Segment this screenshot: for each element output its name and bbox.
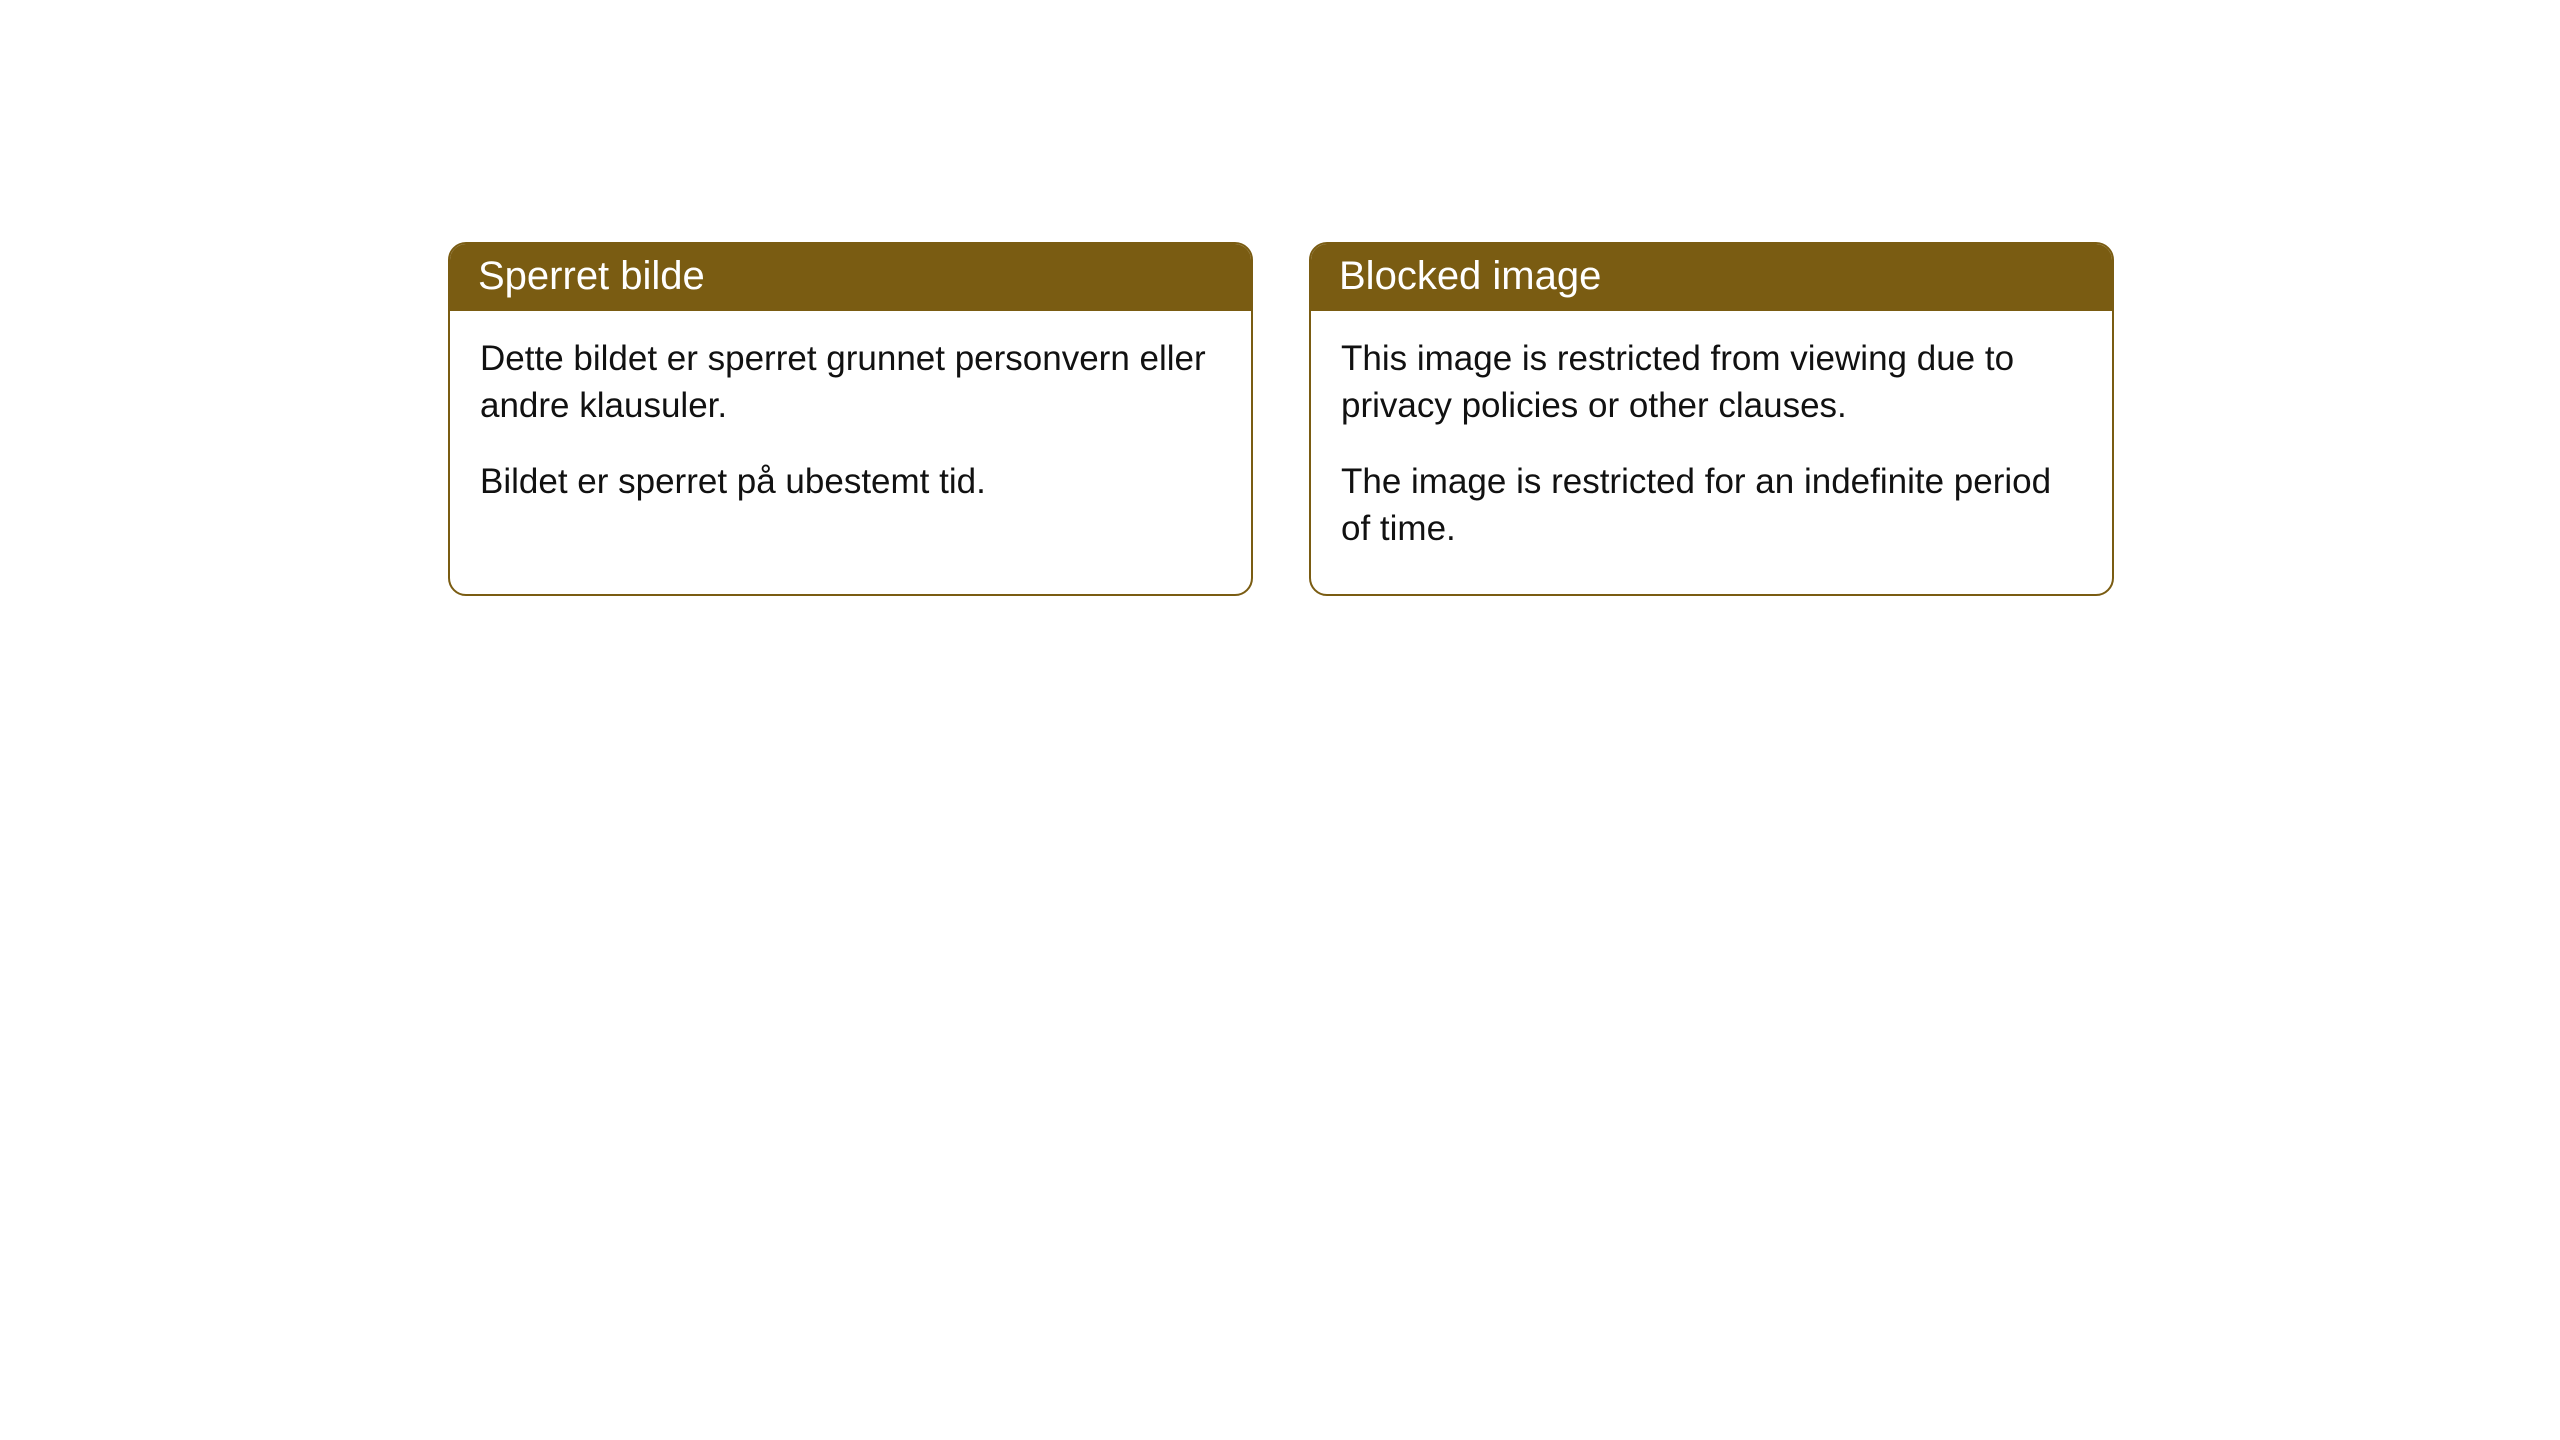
notice-container: Sperret bilde Dette bildet er sperret gr… <box>0 0 2560 596</box>
card-paragraph-2-english: The image is restricted for an indefinit… <box>1341 458 2082 553</box>
card-header-norwegian: Sperret bilde <box>450 244 1251 311</box>
card-body-english: This image is restricted from viewing du… <box>1311 311 2112 594</box>
card-header-english: Blocked image <box>1311 244 2112 311</box>
card-paragraph-1-english: This image is restricted from viewing du… <box>1341 335 2082 430</box>
card-paragraph-1-norwegian: Dette bildet er sperret grunnet personve… <box>480 335 1221 430</box>
blocked-image-card-english: Blocked image This image is restricted f… <box>1309 242 2114 596</box>
card-body-norwegian: Dette bildet er sperret grunnet personve… <box>450 311 1251 547</box>
card-paragraph-2-norwegian: Bildet er sperret på ubestemt tid. <box>480 458 1221 505</box>
blocked-image-card-norwegian: Sperret bilde Dette bildet er sperret gr… <box>448 242 1253 596</box>
